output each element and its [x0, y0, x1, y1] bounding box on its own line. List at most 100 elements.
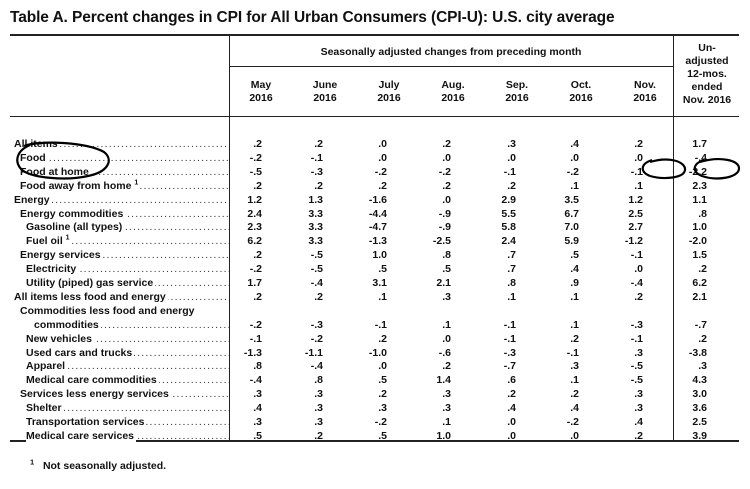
row-label: ........................................… [14, 138, 229, 150]
row-label-text: Food [20, 151, 46, 164]
value-cell [283, 304, 323, 318]
row-label: ........................................… [26, 276, 229, 290]
row-label-text: Apparel [26, 360, 66, 373]
value-cell: 1.3 [308, 193, 323, 206]
value-cell [476, 304, 516, 318]
value-cell: -.7 [694, 318, 707, 331]
value-cell: .3 [442, 388, 451, 401]
row-label-text: Transportation services [26, 416, 145, 428]
column-year: 2016 [377, 92, 401, 104]
value-cell: -1.2 [624, 235, 643, 248]
row-label-text: Gasoline (all types) [26, 221, 123, 234]
value-cell: .3 [442, 402, 451, 415]
value-cell: 1.0 [692, 221, 707, 234]
value-cell: .1 [634, 179, 643, 192]
value-cell: -.1 [566, 346, 579, 359]
value-cell: -.7 [503, 360, 516, 373]
value-cell: 3.3 [308, 235, 323, 248]
row-label-text: All items less food and energy [14, 290, 166, 303]
row-label: ........................................… [20, 151, 229, 164]
value-cell: .2 [378, 332, 387, 345]
row-label-text: Energy commodities [20, 207, 124, 220]
value-cell: .3 [634, 402, 643, 415]
value-cell: .2 [314, 179, 323, 192]
value-cell: -1.3 [243, 346, 262, 359]
value-cell: .0 [442, 151, 451, 164]
value-cell: .2 [698, 263, 707, 276]
column-year: 2016 [569, 92, 593, 104]
row-label: ........................................… [26, 263, 229, 276]
value-cell: -.2 [249, 151, 262, 164]
value-cell: -.5 [630, 374, 643, 387]
column-header: Sep. 2016 [485, 79, 549, 105]
row-label-text: Energy [14, 193, 50, 206]
value-cell: .0 [378, 151, 387, 164]
row-label: ........................................… [14, 290, 229, 304]
value-cell: 1.5 [692, 249, 707, 262]
value-cell: .2 [507, 179, 516, 192]
value-cell: .2 [442, 360, 451, 373]
group-header-rule [229, 66, 673, 67]
value-cell: -.1 [630, 332, 643, 345]
column-header: July 2016 [357, 79, 421, 105]
value-cell: 3.5 [564, 193, 579, 206]
column-month: June [312, 79, 338, 91]
value-cell: 6.2 [692, 277, 707, 289]
value-cell: -.2 [374, 416, 387, 428]
value-cell: .5 [442, 263, 451, 276]
value-cell: .0 [507, 416, 516, 428]
value-cell: -.5 [249, 165, 262, 178]
value-cell: .1 [507, 290, 516, 303]
value-cell: .8 [507, 277, 516, 289]
value-cell: .0 [570, 429, 579, 442]
value-cell: .0 [570, 151, 579, 164]
value-cell: -3.8 [688, 346, 707, 359]
value-cell: -2.0 [688, 235, 707, 248]
value-cell: .0 [507, 429, 516, 442]
value-cell: 2.3 [247, 221, 262, 234]
value-cell: .2 [507, 388, 516, 401]
column-month: Aug. [441, 79, 465, 91]
value-cell: -.9 [438, 221, 451, 234]
row-label-text: Electricity [26, 263, 77, 276]
value-cell: .2 [698, 332, 707, 345]
value-cell: -.4 [310, 277, 323, 289]
row-label-text: Commodities less food and energy [20, 304, 195, 317]
value-cell: .2 [634, 138, 643, 150]
value-cell: -.4 [694, 151, 707, 164]
row-label-text: Energy services [20, 249, 101, 262]
column-header: Oct. 2016 [549, 79, 613, 105]
value-cell: .0 [442, 193, 451, 206]
row-label: ........................................… [26, 346, 229, 360]
row-label: Commodities less food and energy [20, 304, 229, 318]
value-cell: .1 [570, 179, 579, 192]
value-cell: .4 [570, 263, 579, 276]
value-cell: 1.2 [247, 193, 262, 206]
value-cell: -.1 [630, 165, 643, 178]
value-cell: .2 [442, 179, 451, 192]
value-cell: .2 [253, 138, 262, 150]
value-cell: 1.7 [247, 277, 262, 289]
value-cell: .3 [570, 360, 579, 373]
label-column-divider [229, 36, 230, 440]
value-cell: .8 [442, 249, 451, 262]
value-cell: .5 [378, 374, 387, 387]
header-bottom-rule [10, 116, 739, 117]
value-cell: .1 [570, 374, 579, 387]
value-cell: -1.6 [368, 193, 387, 206]
value-cell: .9 [570, 277, 579, 289]
value-cell: -.5 [630, 360, 643, 373]
value-cell: -1.3 [368, 235, 387, 248]
value-cell: -.2 [438, 165, 451, 178]
bottom-rule [10, 440, 739, 442]
value-cell: .2 [253, 290, 262, 303]
row-footnote-marker: 1 [134, 179, 139, 187]
value-cell: .2 [314, 429, 323, 442]
value-cell: -.3 [310, 165, 323, 178]
value-cell: -1.1 [304, 346, 323, 359]
row-label: ........................................… [14, 193, 229, 206]
value-cell: .3 [698, 360, 707, 373]
value-cell: .0 [634, 151, 643, 164]
value-cell: -.3 [630, 318, 643, 331]
value-cell: .2 [634, 429, 643, 442]
